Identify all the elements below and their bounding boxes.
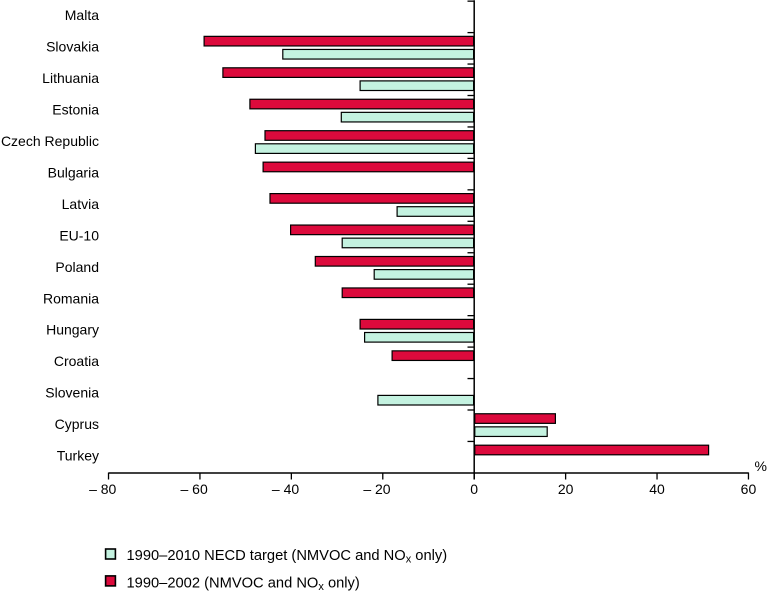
svg-text:20: 20 [558,481,574,497]
svg-text:40: 40 [649,481,665,497]
svg-text:Lithuania: Lithuania [42,70,99,86]
svg-text:Czech Republic: Czech Republic [1,133,99,149]
svg-text:– 40: – 40 [272,481,299,497]
svg-text:Malta: Malta [65,7,99,23]
svg-text:Bulgaria: Bulgaria [48,164,100,180]
svg-text:1990–2010 NECD target (NMVOC a: 1990–2010 NECD target (NMVOC and NOx onl… [127,548,448,566]
svg-text:Cyprus: Cyprus [55,416,99,432]
svg-text:Poland: Poland [55,259,99,275]
svg-text:Romania: Romania [43,290,99,306]
svg-text:60: 60 [741,481,757,497]
svg-text:Latvia: Latvia [62,196,100,212]
svg-text:– 60: – 60 [181,481,208,497]
svg-text:1990–2002 (NMVOC and NOx only): 1990–2002 (NMVOC and NOx only) [127,575,360,591]
svg-text:Croatia: Croatia [54,353,99,369]
svg-text:– 20: – 20 [363,481,390,497]
svg-text:Slovenia: Slovenia [45,385,99,401]
svg-text:0: 0 [470,481,478,497]
svg-text:Turkey: Turkey [57,448,99,464]
svg-text:EU-10: EU-10 [59,227,99,243]
svg-text:Estonia: Estonia [52,102,99,118]
svg-text:%: % [755,458,767,474]
svg-text:Slovakia: Slovakia [46,39,99,55]
svg-text:– 80: – 80 [89,481,116,497]
svg-text:Hungary: Hungary [46,322,99,338]
